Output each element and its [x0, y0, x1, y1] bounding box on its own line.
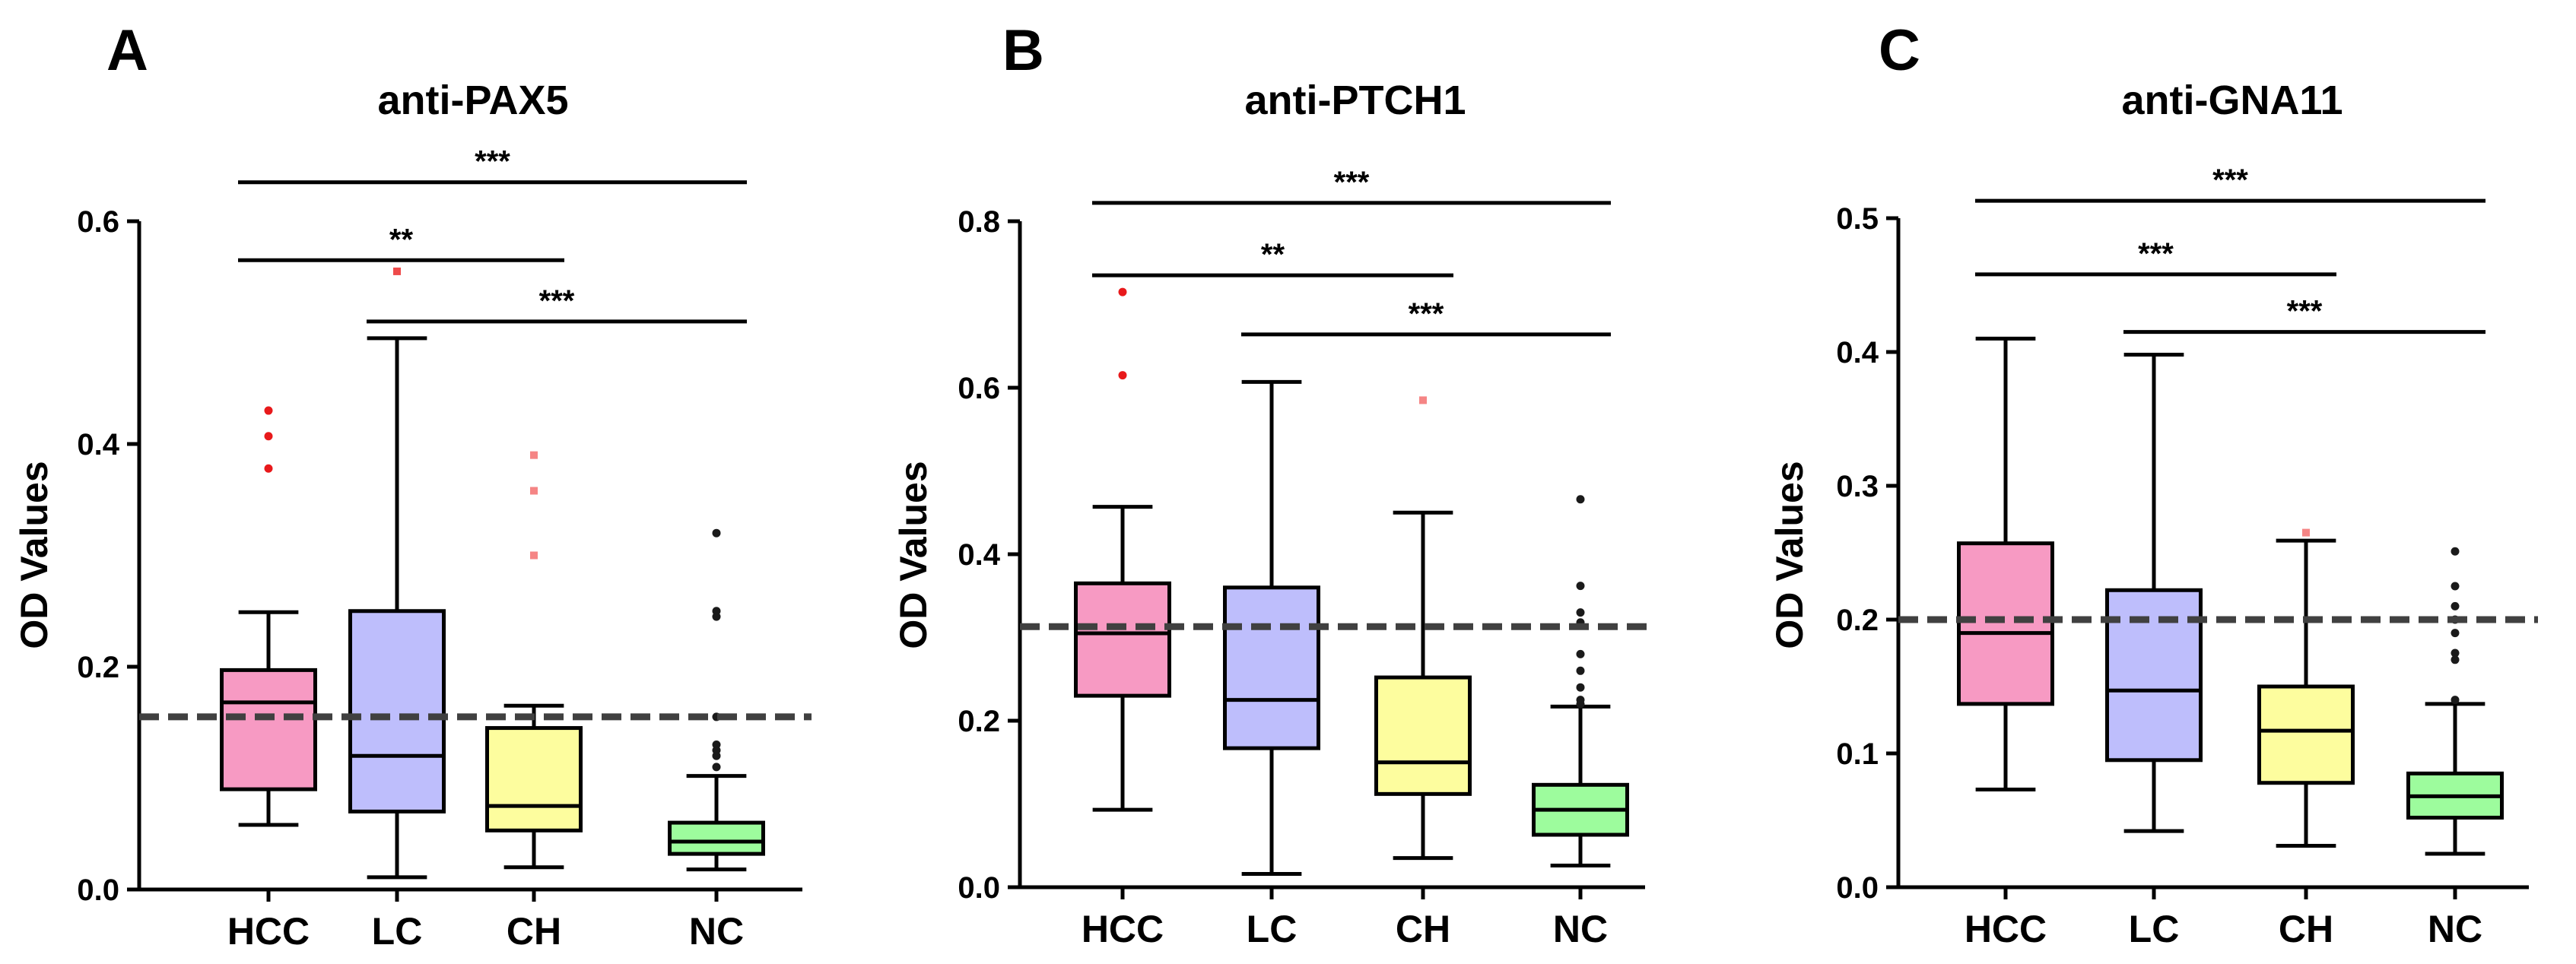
outlier-point: [530, 487, 538, 495]
x-tick-label: LC: [1247, 908, 1298, 950]
box-lc: [348, 609, 446, 813]
significance-label: **: [389, 223, 414, 256]
x-tick-label: CH: [507, 910, 561, 953]
box-ch: [1374, 675, 1472, 796]
y-tick-label: 0.1: [1836, 737, 1879, 771]
outlier-point: [530, 451, 538, 459]
outlier-point: [1576, 495, 1585, 504]
y-tick-label: 0.3: [1836, 470, 1879, 503]
y-tick-label: 0.5: [1836, 202, 1879, 236]
y-tick-label: 0.4: [958, 538, 1000, 572]
outlier-point: [712, 763, 721, 772]
x-tick-label: NC: [1553, 908, 1608, 950]
outlier-point: [2451, 696, 2460, 705]
x-tick-label: NC: [689, 910, 744, 953]
outlier-point: [2451, 582, 2460, 591]
outlier-point: [2451, 648, 2460, 658]
outlier-point: [1576, 608, 1585, 617]
y-tick-label: 0.4: [1836, 336, 1879, 369]
significance-label: ***: [2138, 237, 2174, 271]
box-ch: [485, 726, 583, 832]
outlier-point: [264, 464, 273, 473]
outlier-point: [530, 551, 538, 560]
x-tick-label: CH: [2279, 908, 2333, 950]
y-tick-label: 0.8: [958, 205, 1000, 239]
chart-title: anti-PTCH1: [1244, 78, 1466, 123]
box-hcc: [1957, 541, 2054, 706]
significance-label: **: [1261, 238, 1285, 271]
panel-letter: C: [1879, 18, 1920, 83]
box-nc: [668, 820, 765, 856]
outlier-point: [264, 406, 273, 415]
significance-label: ***: [1334, 166, 1370, 199]
y-tick-label: 0.2: [958, 705, 1000, 738]
y-axis-label: OD Values: [13, 461, 56, 648]
y-tick-label: 0.2: [1836, 604, 1879, 637]
box-hcc: [220, 668, 317, 791]
y-tick-label: 0.6: [958, 372, 1000, 405]
outlier-point: [712, 528, 721, 537]
outlier-point: [1576, 649, 1585, 658]
significance-label: ***: [2212, 163, 2248, 197]
chart-title: anti-PAX5: [377, 78, 568, 123]
outlier-point: [2451, 655, 2460, 664]
box-lc: [1223, 585, 1320, 750]
outlier-point: [712, 751, 721, 760]
box-lc: [2105, 588, 2203, 763]
outlier-point: [264, 432, 273, 441]
significance-label: ***: [2287, 295, 2323, 328]
outlier-point: [1118, 287, 1127, 296]
panel-letter: B: [1002, 18, 1044, 83]
panel-letter: A: [106, 18, 148, 83]
y-tick-label: 0.0: [958, 871, 1000, 905]
x-tick-label: HCC: [1965, 908, 2047, 950]
outlier-point: [393, 267, 401, 275]
outlier-point: [712, 612, 721, 621]
outlier-point: [2451, 547, 2460, 556]
outlier-point: [1576, 683, 1585, 692]
box-hcc: [1074, 581, 1171, 698]
y-axis-label: OD Values: [1768, 461, 1811, 648]
y-tick-label: 0.2: [77, 651, 119, 684]
x-tick-label: LC: [2129, 908, 2180, 950]
outlier-point: [1576, 582, 1585, 591]
box-ch: [2257, 684, 2355, 785]
x-tick-label: NC: [2428, 908, 2482, 950]
y-tick-label: 0.6: [77, 205, 119, 239]
outlier-point: [2302, 528, 2310, 537]
significance-label: ***: [475, 145, 510, 179]
outlier-point: [1576, 666, 1585, 675]
significance-label: ***: [1409, 297, 1444, 331]
x-tick-label: CH: [1396, 908, 1450, 950]
outlier-point: [2451, 601, 2460, 610]
outlier-point: [1576, 699, 1585, 709]
y-tick-label: 0.0: [77, 874, 119, 907]
y-axis-label: OD Values: [892, 461, 935, 648]
x-tick-label: HCC: [1082, 908, 1164, 950]
significance-label: ***: [539, 284, 575, 318]
outlier-point: [1419, 396, 1427, 404]
outlier-point: [1118, 371, 1127, 380]
x-tick-label: LC: [372, 910, 423, 953]
y-tick-label: 0.0: [1836, 871, 1879, 905]
chart-title: anti-GNA11: [2121, 78, 2343, 123]
outlier-point: [2451, 629, 2460, 638]
y-tick-label: 0.4: [77, 428, 119, 461]
x-tick-label: HCC: [227, 910, 310, 953]
